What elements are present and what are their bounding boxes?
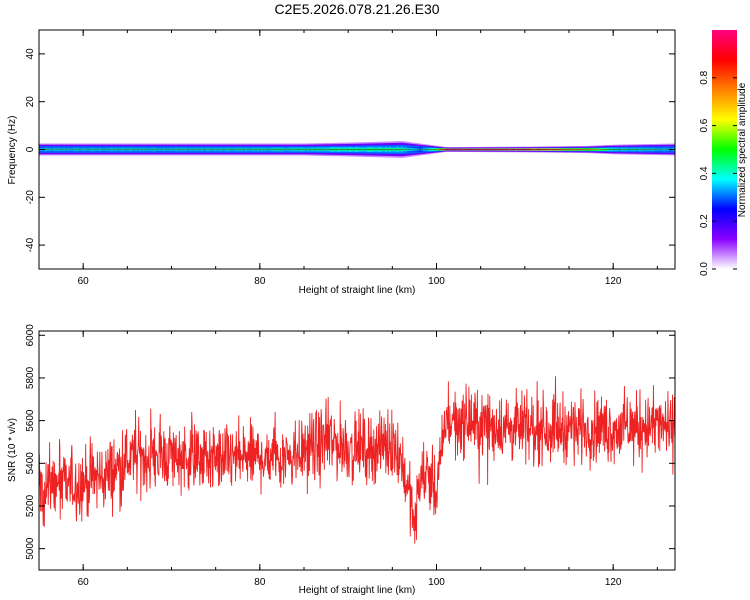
colorbar-tick-label: 0.4: [699, 166, 710, 180]
snr-line: [39, 376, 675, 544]
snr-ytick-label: 5200: [25, 494, 36, 517]
colorbar-tick-label: 0.6: [699, 118, 710, 132]
snr-axes: 60 80 100 120 5000 5200 5400 5600 5800 6000: [25, 324, 675, 588]
colorbar-scale: [712, 30, 737, 269]
spectrogram-xtick-label: 80: [254, 276, 266, 287]
spectrogram-heatmap: [39, 141, 675, 158]
spectrogram-xtick-label: 60: [78, 276, 90, 287]
spectrogram-xlabel: Height of straight line (km): [299, 285, 416, 296]
snr-ytick-label: 5400: [25, 452, 36, 475]
spectrogram-ytick-label: 20: [25, 96, 36, 108]
colorbar-tick-label: 0.0: [699, 262, 710, 276]
snr-xtick-label: 60: [78, 577, 90, 588]
colorbar: 0.0 0.2 0.4 0.6 0.8 Normalized spectral ampl…: [699, 30, 748, 276]
snr-xtick-label: 120: [605, 577, 622, 588]
spectrogram-xtick-label: 100: [428, 276, 445, 287]
snr-xtick-label: 80: [254, 577, 266, 588]
spectrogram-ytick-label: -40: [25, 237, 36, 252]
spectrogram-xtick-label: 120: [605, 276, 622, 287]
snr-xlabel: Height of straight line (km): [299, 585, 416, 596]
figure-title: C2E5.2026.078.21.26.E30: [274, 1, 439, 17]
snr-series: [39, 376, 675, 544]
snr-ytick-label: 5000: [25, 537, 36, 560]
snr-xtick-label: 100: [428, 577, 445, 588]
snr-ytick-label: 6000: [25, 324, 36, 347]
spectrogram-ytick-label: -20: [25, 190, 36, 205]
spectrogram-ytick-label: 40: [25, 48, 36, 60]
snr-ylabel: SNR (10 * v/v): [7, 418, 18, 482]
colorbar-tick-label: 0.8: [699, 70, 710, 84]
spectrogram-axes: 60 80 100 120 -40 -20 0 20 40: [25, 30, 675, 287]
snr-ytick-label: 5600: [25, 409, 36, 432]
snr-panel: 60 80 100 120 5000 5200 5400 5600 5800 6000 Heigh…: [7, 324, 676, 596]
snr-ytick-label: 5800: [25, 366, 36, 389]
spectrogram-ylabel: Frequency (Hz): [7, 116, 18, 185]
colorbar-tick-label: 0.2: [699, 214, 710, 228]
spectrogram-ytick-label: 0: [25, 146, 36, 152]
colorbar-ticks: 0.0 0.2 0.4 0.6 0.8: [699, 70, 737, 276]
snr-frame: [38, 330, 676, 571]
spectrogram-panel: 60 80 100 120 -40 -20 0 20 40 Height of straight…: [7, 29, 676, 296]
colorbar-label: Normalized spectral amplitude: [737, 82, 748, 217]
